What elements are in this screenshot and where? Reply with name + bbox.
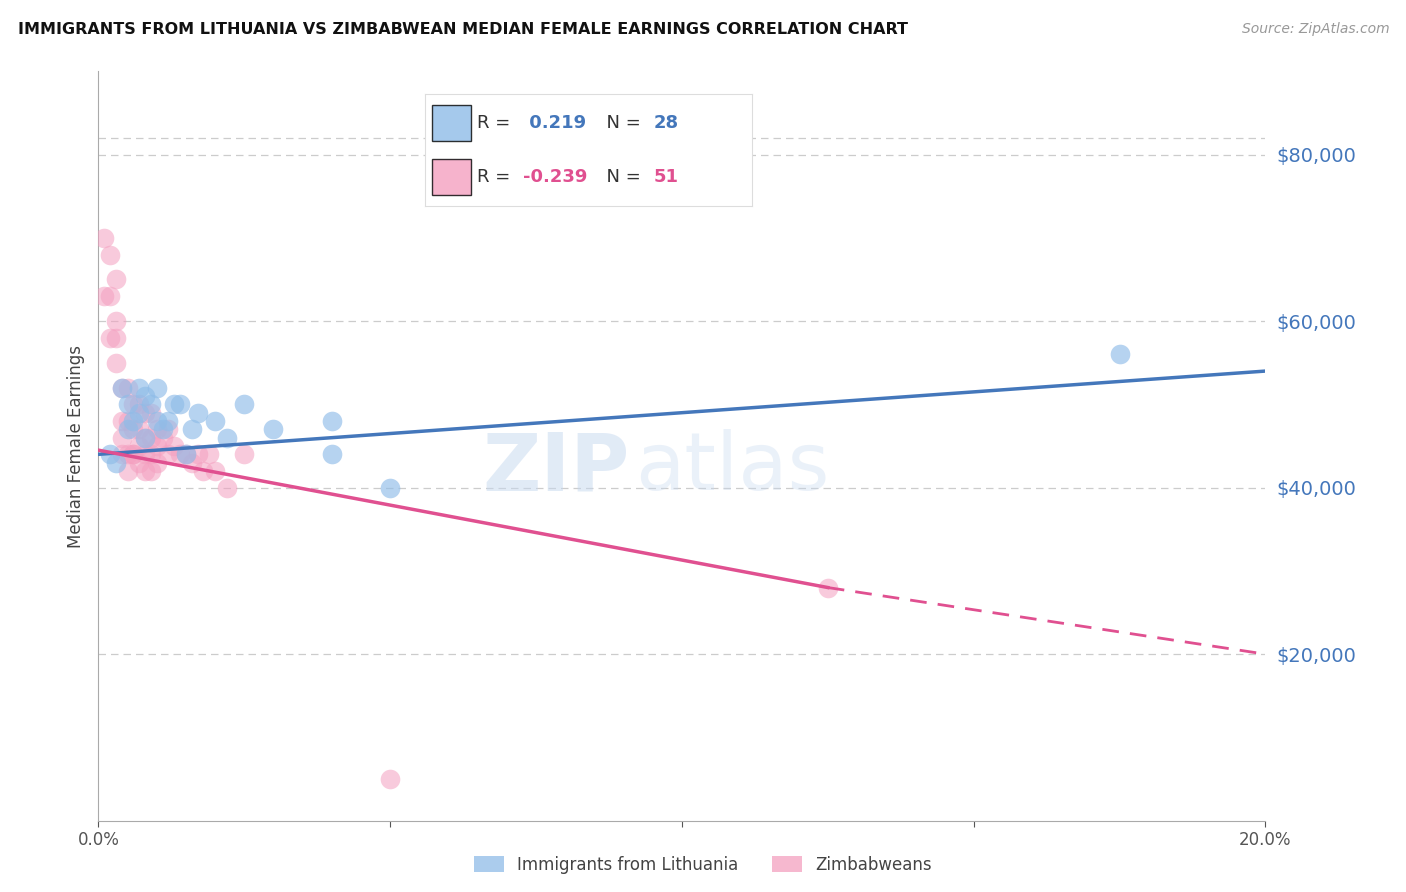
Point <box>128 397 150 411</box>
Point <box>204 464 226 478</box>
Point <box>152 431 174 445</box>
Point <box>98 289 121 303</box>
Point <box>122 397 145 411</box>
Point <box>122 447 145 461</box>
Point <box>111 414 134 428</box>
Point <box>163 439 186 453</box>
Point <box>380 772 402 786</box>
Y-axis label: Median Female Earnings: Median Female Earnings <box>66 344 84 548</box>
Point <box>169 397 191 411</box>
Point <box>111 447 134 461</box>
Point <box>117 414 139 428</box>
Text: Source: ZipAtlas.com: Source: ZipAtlas.com <box>1241 22 1389 37</box>
Point <box>139 447 162 461</box>
Point <box>128 456 150 470</box>
Point <box>134 406 156 420</box>
Point <box>122 422 145 436</box>
Point <box>104 356 127 370</box>
Point <box>134 447 156 461</box>
Point <box>93 289 115 303</box>
Point <box>174 447 197 461</box>
Point <box>215 481 238 495</box>
Point <box>180 456 202 470</box>
Legend: Immigrants from Lithuania, Zimbabweans: Immigrants from Lithuania, Zimbabweans <box>465 847 941 882</box>
Point <box>122 447 145 461</box>
Point <box>215 431 238 445</box>
Point <box>111 431 134 445</box>
Point <box>98 331 121 345</box>
Point <box>187 406 209 420</box>
Point <box>146 422 169 436</box>
Point <box>117 447 139 461</box>
Point <box>128 422 150 436</box>
Point <box>146 439 169 453</box>
Point <box>111 381 134 395</box>
Point <box>104 456 127 470</box>
Point <box>98 447 121 461</box>
Point <box>187 447 209 461</box>
Point <box>193 464 215 478</box>
Point <box>122 414 145 428</box>
Point <box>204 414 226 428</box>
Point <box>157 447 180 461</box>
Point <box>146 414 169 428</box>
Point <box>321 447 343 461</box>
Text: atlas: atlas <box>636 429 830 508</box>
Point <box>233 447 256 461</box>
Point <box>117 464 139 478</box>
Point <box>198 447 221 461</box>
Point <box>98 247 121 261</box>
Point <box>139 431 162 445</box>
Text: ZIP: ZIP <box>482 429 630 508</box>
Point <box>169 447 191 461</box>
Point <box>117 381 139 395</box>
Point <box>157 422 180 436</box>
Point <box>321 414 343 428</box>
Point <box>163 397 186 411</box>
Point <box>146 456 169 470</box>
Point <box>104 331 127 345</box>
Point <box>180 422 202 436</box>
Point <box>262 422 284 436</box>
Point <box>134 431 156 445</box>
Point <box>128 381 150 395</box>
Point <box>128 406 150 420</box>
Point <box>128 439 150 453</box>
Point <box>139 406 162 420</box>
Point <box>157 414 180 428</box>
Point <box>117 397 139 411</box>
Point <box>134 464 156 478</box>
Point <box>817 581 839 595</box>
Point <box>233 397 256 411</box>
Point <box>139 397 162 411</box>
Point <box>134 431 156 445</box>
Text: IMMIGRANTS FROM LITHUANIA VS ZIMBABWEAN MEDIAN FEMALE EARNINGS CORRELATION CHART: IMMIGRANTS FROM LITHUANIA VS ZIMBABWEAN … <box>18 22 908 37</box>
Point <box>134 389 156 403</box>
Point <box>104 314 127 328</box>
Point <box>139 464 162 478</box>
Point <box>174 447 197 461</box>
Point <box>380 481 402 495</box>
Point <box>146 381 169 395</box>
Point <box>117 422 139 436</box>
Point <box>104 272 127 286</box>
Point <box>1108 347 1130 361</box>
Point <box>93 231 115 245</box>
Point <box>111 381 134 395</box>
Point <box>152 422 174 436</box>
